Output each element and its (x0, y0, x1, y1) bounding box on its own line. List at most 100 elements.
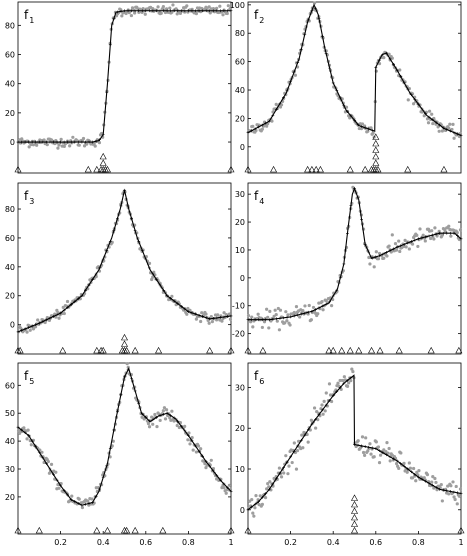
fit-marker (84, 502, 87, 506)
observation-point (378, 453, 383, 457)
fit-marker (218, 9, 222, 13)
observation-point (25, 437, 29, 441)
observation-point (273, 308, 277, 312)
observation-point (202, 459, 206, 463)
observation-point (286, 313, 290, 317)
fit-marker (282, 96, 285, 99)
observation-point (361, 450, 366, 455)
observation-point (168, 6, 172, 10)
observation-point (279, 475, 284, 479)
observation-point (265, 307, 269, 311)
observation-point (306, 440, 310, 444)
fit-marker (314, 6, 317, 10)
observation-point (314, 426, 318, 430)
knot-marker-stacked (99, 159, 107, 166)
fit-marker (392, 457, 395, 461)
fit-marker (147, 9, 151, 13)
fit-marker (392, 247, 395, 251)
panel-label-letter: f (24, 369, 29, 383)
fit-marker (176, 302, 180, 306)
observation-point (92, 141, 96, 146)
observation-point (290, 460, 294, 465)
fit-marker (183, 429, 187, 433)
panel-label-subscript: 5 (29, 377, 34, 386)
fit-marker (406, 87, 410, 91)
fit-marker (253, 502, 257, 506)
observation-point (360, 435, 365, 439)
fit-marker (275, 477, 278, 480)
observation-point (406, 98, 410, 102)
fit-marker (215, 316, 219, 320)
fit-marker (374, 65, 378, 69)
fit-marker (73, 500, 77, 503)
fit-marker (176, 9, 180, 13)
fit-marker (208, 9, 212, 13)
fit-marker (377, 449, 381, 453)
fit-marker (20, 428, 23, 432)
observation-point (364, 436, 368, 440)
fit-marker (76, 140, 80, 144)
fit-marker (299, 439, 303, 442)
fit-marker (306, 310, 310, 314)
fit-marker (356, 443, 360, 447)
knot-marker (312, 165, 320, 173)
fit-marker (381, 451, 385, 455)
observation-point (186, 306, 190, 311)
observation-point (398, 249, 402, 254)
knot-marker (97, 165, 105, 173)
fit-marker (353, 187, 356, 190)
fit-marker (176, 420, 180, 423)
observation-point (151, 422, 155, 426)
fit-marker (41, 456, 45, 460)
observation-point (455, 502, 459, 506)
observation-point (423, 239, 427, 243)
fit-marker (52, 140, 55, 144)
observation-point (133, 11, 137, 15)
observation-point (140, 415, 144, 419)
fit-marker (80, 294, 84, 298)
observation-point (61, 305, 65, 309)
knot-marker (227, 526, 235, 534)
fit-marker (385, 51, 388, 55)
fit-marker (34, 323, 38, 327)
knot-marker (370, 165, 378, 173)
panel-f2: 0 20 40 60 80 100 f2 (230, 1, 463, 174)
observation-point (207, 5, 211, 9)
observation-point (57, 316, 61, 320)
observation-point (388, 459, 392, 463)
observation-point (382, 56, 386, 60)
observation-point (224, 491, 228, 495)
observation-point (18, 431, 22, 435)
observation-point (407, 461, 411, 465)
observation-point (251, 124, 255, 128)
fit-marker (204, 9, 208, 13)
observation-point (377, 461, 382, 465)
fit-marker (98, 138, 102, 142)
fit-marker (147, 266, 151, 270)
fit-marker (45, 318, 48, 322)
observation-point (161, 409, 165, 413)
observation-point (416, 244, 420, 249)
fit-marker (353, 118, 356, 122)
fit-marker (137, 240, 141, 243)
y-tick-label: 40 (5, 263, 15, 272)
fit-marker (204, 316, 208, 320)
observation-point (200, 311, 204, 315)
fit-marker (406, 467, 410, 471)
fit-marker (23, 431, 27, 435)
fit-marker (317, 17, 321, 20)
fit-marker (253, 127, 257, 131)
fit-marker (123, 9, 126, 13)
knot-marker-stacked (350, 520, 359, 527)
fit-marker (94, 494, 98, 498)
observation-point (360, 122, 365, 126)
fit-marker (197, 9, 201, 13)
fit-marker (271, 482, 275, 486)
fit-marker (321, 35, 324, 38)
fit-marker (112, 428, 116, 432)
fit-marker (299, 312, 303, 316)
fit-marker (275, 108, 278, 111)
y-tick-label: 50 (5, 409, 15, 418)
fit-marker (257, 125, 261, 129)
observation-point (227, 483, 231, 487)
